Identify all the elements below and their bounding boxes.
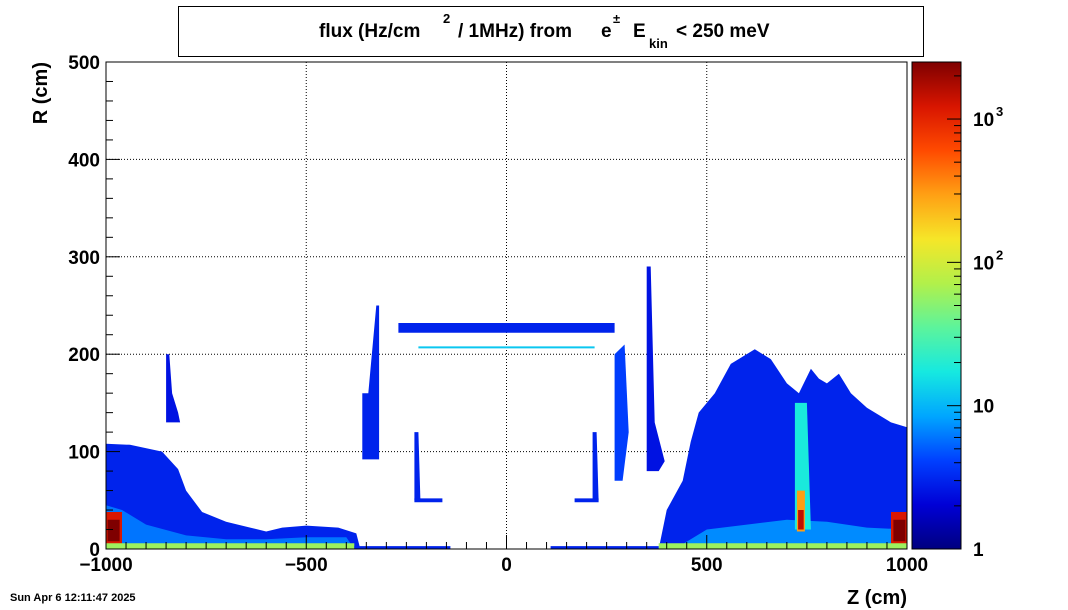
x-tick-label: −500 bbox=[285, 555, 328, 576]
y-tick-label: 300 bbox=[68, 248, 100, 269]
heatmap-cells bbox=[106, 266, 907, 549]
heatmap-region-right-endcap-inner bbox=[674, 519, 907, 549]
x-tick-labels: −1000 −500 0 500 1000 bbox=[79, 555, 928, 576]
heatmap-region-left-endcap bbox=[106, 443, 361, 549]
y-tick-label: 0 bbox=[89, 540, 100, 561]
heatmap-region-barrel-right-spike bbox=[646, 266, 665, 472]
heatmap-region-right-column-core bbox=[798, 510, 804, 530]
title-ekin: E bbox=[633, 21, 646, 42]
colorbar-label: 1 bbox=[973, 540, 984, 561]
heatmap-region-right-hot-core bbox=[893, 519, 906, 542]
x-tick-label: 1000 bbox=[886, 555, 928, 576]
heatmap-region-barrel-right-wall bbox=[614, 344, 629, 481]
x-tick-label: −1000 bbox=[79, 555, 132, 576]
title-kin-subscript: kin bbox=[649, 36, 668, 51]
heatmap-region-left-endcap-inner bbox=[106, 505, 355, 549]
colorbar-label-exponent: 2 bbox=[996, 247, 1003, 262]
colorbar-label-exponent: 3 bbox=[996, 104, 1003, 119]
colorbar-label: 10 bbox=[973, 110, 994, 131]
colorbar-label: 10 bbox=[973, 397, 994, 418]
y-tick-label: 400 bbox=[68, 150, 100, 171]
heatmap-region-inner-left-tab bbox=[414, 432, 421, 501]
heatmap-region-left-hot-core bbox=[107, 519, 120, 542]
heatmap-region-beam-pipe-right bbox=[550, 546, 659, 549]
heatmap-region-barrel-line bbox=[418, 346, 595, 349]
title-sq-superscript: 2 bbox=[443, 11, 451, 26]
y-tick-label: 500 bbox=[68, 53, 100, 74]
colorbar-label: 10 bbox=[973, 253, 994, 274]
title-flux: flux (Hz/cm bbox=[319, 21, 421, 42]
heatmap-region-inner-right-foot bbox=[574, 498, 599, 503]
timestamp: Sun Apr 6 12:11:47 2025 bbox=[10, 592, 136, 604]
axis-ticks bbox=[105, 61, 908, 550]
heatmap-region-inner-right-tab bbox=[592, 432, 599, 501]
y-tick-label: 100 bbox=[68, 443, 100, 464]
y-tick-labels: 0 100 200 300 400 500 bbox=[68, 53, 100, 561]
title-particle: e bbox=[601, 21, 612, 42]
y-tick-label: 200 bbox=[68, 345, 100, 366]
heatmap-region-floor-strip-left bbox=[106, 543, 355, 549]
chart-title: flux (Hz/cm 2 / 1MHz) from e ± E kin < 2… bbox=[179, 7, 923, 56]
title-box: flux (Hz/cm 2 / 1MHz) from e ± E kin < 2… bbox=[178, 6, 924, 57]
heatmap-region-floor-strip-right bbox=[658, 543, 907, 549]
y-axis-label: R (cm) bbox=[30, 62, 52, 124]
x-tick-label: 500 bbox=[691, 555, 723, 576]
title-per: / 1MHz) from bbox=[458, 21, 572, 42]
x-axis-label: Z (cm) bbox=[847, 587, 907, 609]
colorbar bbox=[911, 61, 962, 550]
title-pm-superscript: ± bbox=[613, 11, 621, 26]
heatmap-region-inner-left-foot bbox=[414, 498, 443, 503]
heatmap-region-left-spike bbox=[166, 354, 181, 423]
heatmap-region-right-endcap bbox=[658, 349, 907, 549]
title-cut: < 250 meV bbox=[676, 21, 770, 42]
x-tick-label: 0 bbox=[501, 555, 512, 576]
heatmap-region-barrel-top bbox=[398, 323, 615, 333]
heatmap-region-barrel-left-wall bbox=[362, 305, 380, 460]
